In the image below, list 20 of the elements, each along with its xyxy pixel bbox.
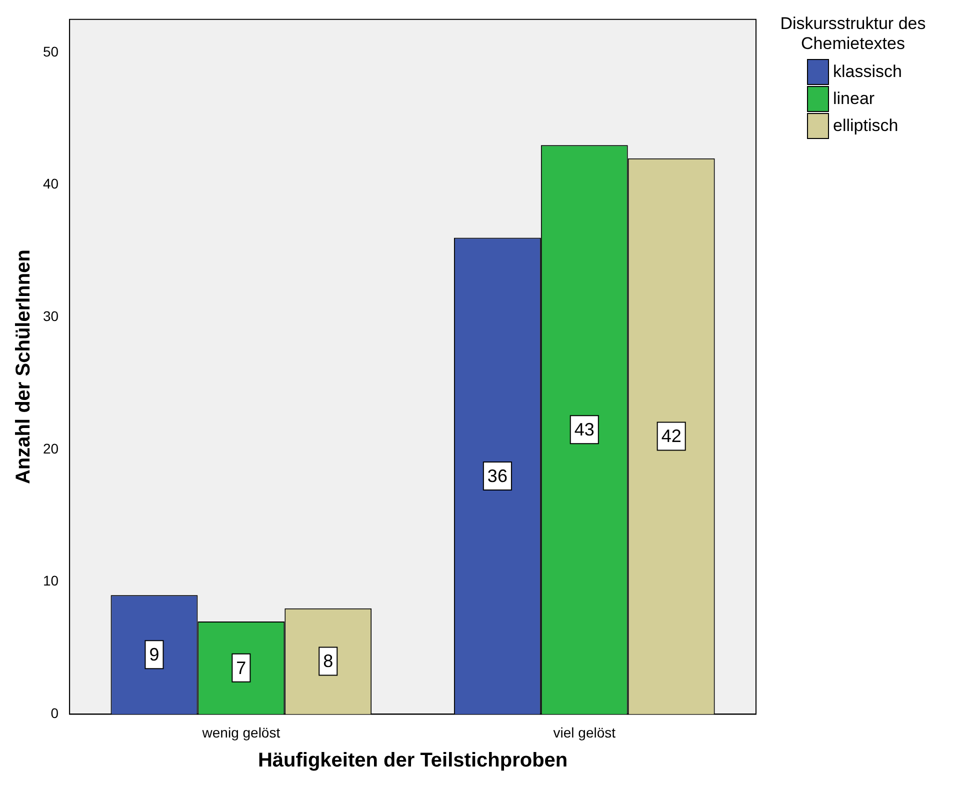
legend-label: linear <box>833 88 875 108</box>
x-tick-label: viel gelöst <box>553 724 616 740</box>
x-axis-title: Häufigkeiten der Teilstichproben <box>258 750 568 772</box>
data-label: 9 <box>149 644 160 665</box>
data-label: 7 <box>236 658 246 678</box>
y-tick-label: 20 <box>42 440 59 456</box>
x-tick-label: wenig gelöst <box>201 724 280 740</box>
y-tick-label: 40 <box>42 176 59 192</box>
y-tick-label: 10 <box>42 572 59 589</box>
data-label: 8 <box>323 651 334 672</box>
legend-title: Diskursstruktur des Chemietextes <box>779 14 927 54</box>
y-tick-label: 50 <box>42 43 59 60</box>
legend-label: elliptisch <box>833 116 898 136</box>
y-tick-label: 0 <box>50 705 59 722</box>
data-label: 42 <box>661 426 682 446</box>
data-label: 43 <box>574 420 594 440</box>
legend-label: klassisch <box>833 62 902 82</box>
data-label: 36 <box>487 466 508 486</box>
y-axis-title: Anzahl der SchülerInnen <box>12 250 35 484</box>
y-tick-label: 30 <box>42 308 59 324</box>
